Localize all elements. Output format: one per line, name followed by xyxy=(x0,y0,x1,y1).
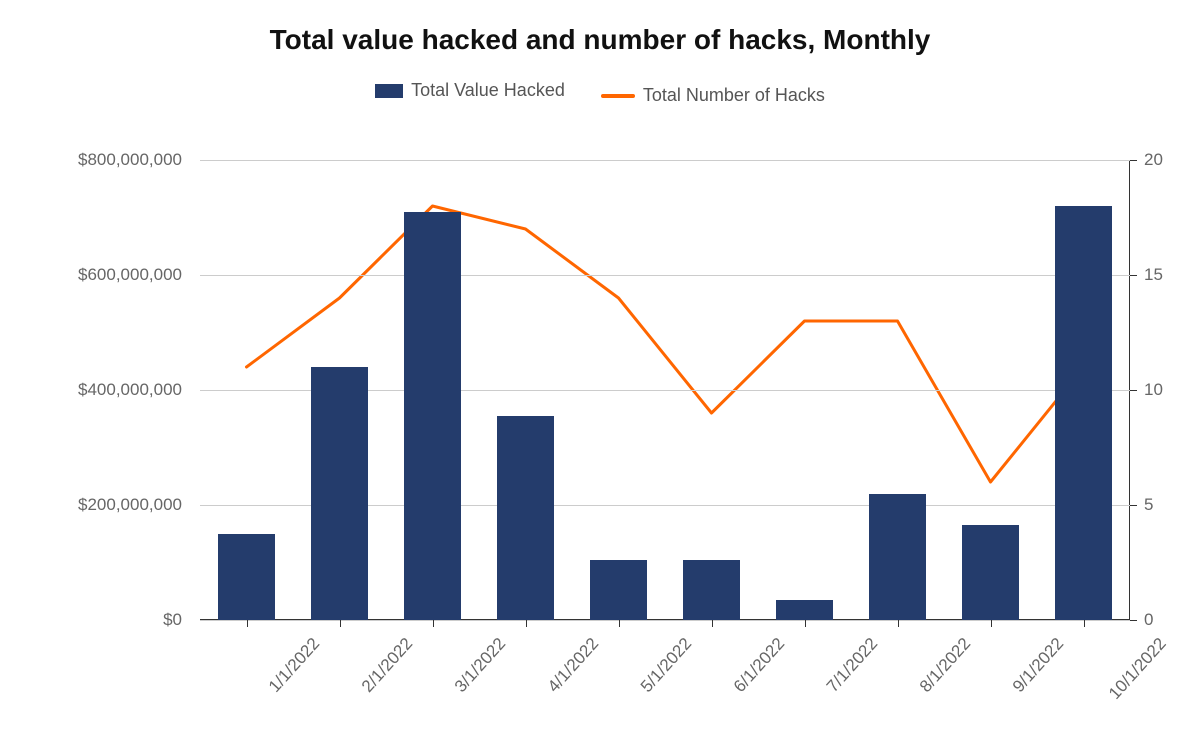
bar xyxy=(590,560,648,620)
bar xyxy=(218,534,276,620)
legend-item: Total Value Hacked xyxy=(375,80,565,101)
x-tick xyxy=(340,620,341,627)
y-right-tick-label: 0 xyxy=(1144,610,1153,630)
gridline xyxy=(200,160,1130,161)
y-right-tick xyxy=(1130,620,1137,621)
y-left-tick-label: $800,000,000 xyxy=(0,150,182,170)
x-tick-label: 4/1/2022 xyxy=(543,634,602,697)
x-tick xyxy=(1084,620,1085,627)
x-tick-label: 5/1/2022 xyxy=(636,634,695,697)
legend-label: Total Value Hacked xyxy=(411,80,565,101)
x-tick xyxy=(619,620,620,627)
x-tick-label: 1/1/2022 xyxy=(264,634,323,697)
x-tick xyxy=(247,620,248,627)
y-left-tick-label: $600,000,000 xyxy=(0,265,182,285)
x-tick-label: 7/1/2022 xyxy=(822,634,881,697)
y-right-tick-label: 5 xyxy=(1144,495,1153,515)
bar xyxy=(683,560,741,620)
y-right-tick-label: 10 xyxy=(1144,380,1163,400)
y-right-tick xyxy=(1130,275,1137,276)
line-path xyxy=(247,206,1084,482)
x-tick xyxy=(433,620,434,627)
legend-label: Total Number of Hacks xyxy=(643,85,825,106)
y-right-tick xyxy=(1130,505,1137,506)
bar xyxy=(869,494,927,621)
legend-item: Total Number of Hacks xyxy=(601,85,825,106)
bar xyxy=(962,525,1020,620)
hacks-combo-chart: Total value hacked and number of hacks, … xyxy=(0,0,1200,742)
y-left-tick-label: $200,000,000 xyxy=(0,495,182,515)
legend: Total Value Hacked Total Number of Hacks xyxy=(0,80,1200,106)
bar xyxy=(311,367,369,620)
x-tick xyxy=(805,620,806,627)
y-left-tick-label: $0 xyxy=(0,610,182,630)
y-right-tick xyxy=(1130,160,1137,161)
y-right-tick-label: 15 xyxy=(1144,265,1163,285)
gridline xyxy=(200,275,1130,276)
x-tick-label: 3/1/2022 xyxy=(450,634,509,697)
chart-title: Total value hacked and number of hacks, … xyxy=(0,24,1200,56)
y-left-tick-label: $400,000,000 xyxy=(0,380,182,400)
bar xyxy=(404,212,462,620)
legend-swatch-box xyxy=(375,84,403,98)
plot-area xyxy=(200,160,1130,620)
bar xyxy=(1055,206,1113,620)
y-right-tick-label: 20 xyxy=(1144,150,1163,170)
x-tick-label: 10/1/2022 xyxy=(1105,634,1170,704)
bar xyxy=(776,600,834,620)
x-tick xyxy=(991,620,992,627)
legend-swatch-line xyxy=(601,94,635,98)
x-tick xyxy=(526,620,527,627)
x-tick-label: 9/1/2022 xyxy=(1008,634,1067,697)
x-tick-label: 8/1/2022 xyxy=(915,634,974,697)
x-tick xyxy=(898,620,899,627)
x-tick-label: 6/1/2022 xyxy=(729,634,788,697)
x-tick-label: 2/1/2022 xyxy=(357,634,416,697)
bar xyxy=(497,416,555,620)
x-tick xyxy=(712,620,713,627)
y-right-tick xyxy=(1130,390,1137,391)
